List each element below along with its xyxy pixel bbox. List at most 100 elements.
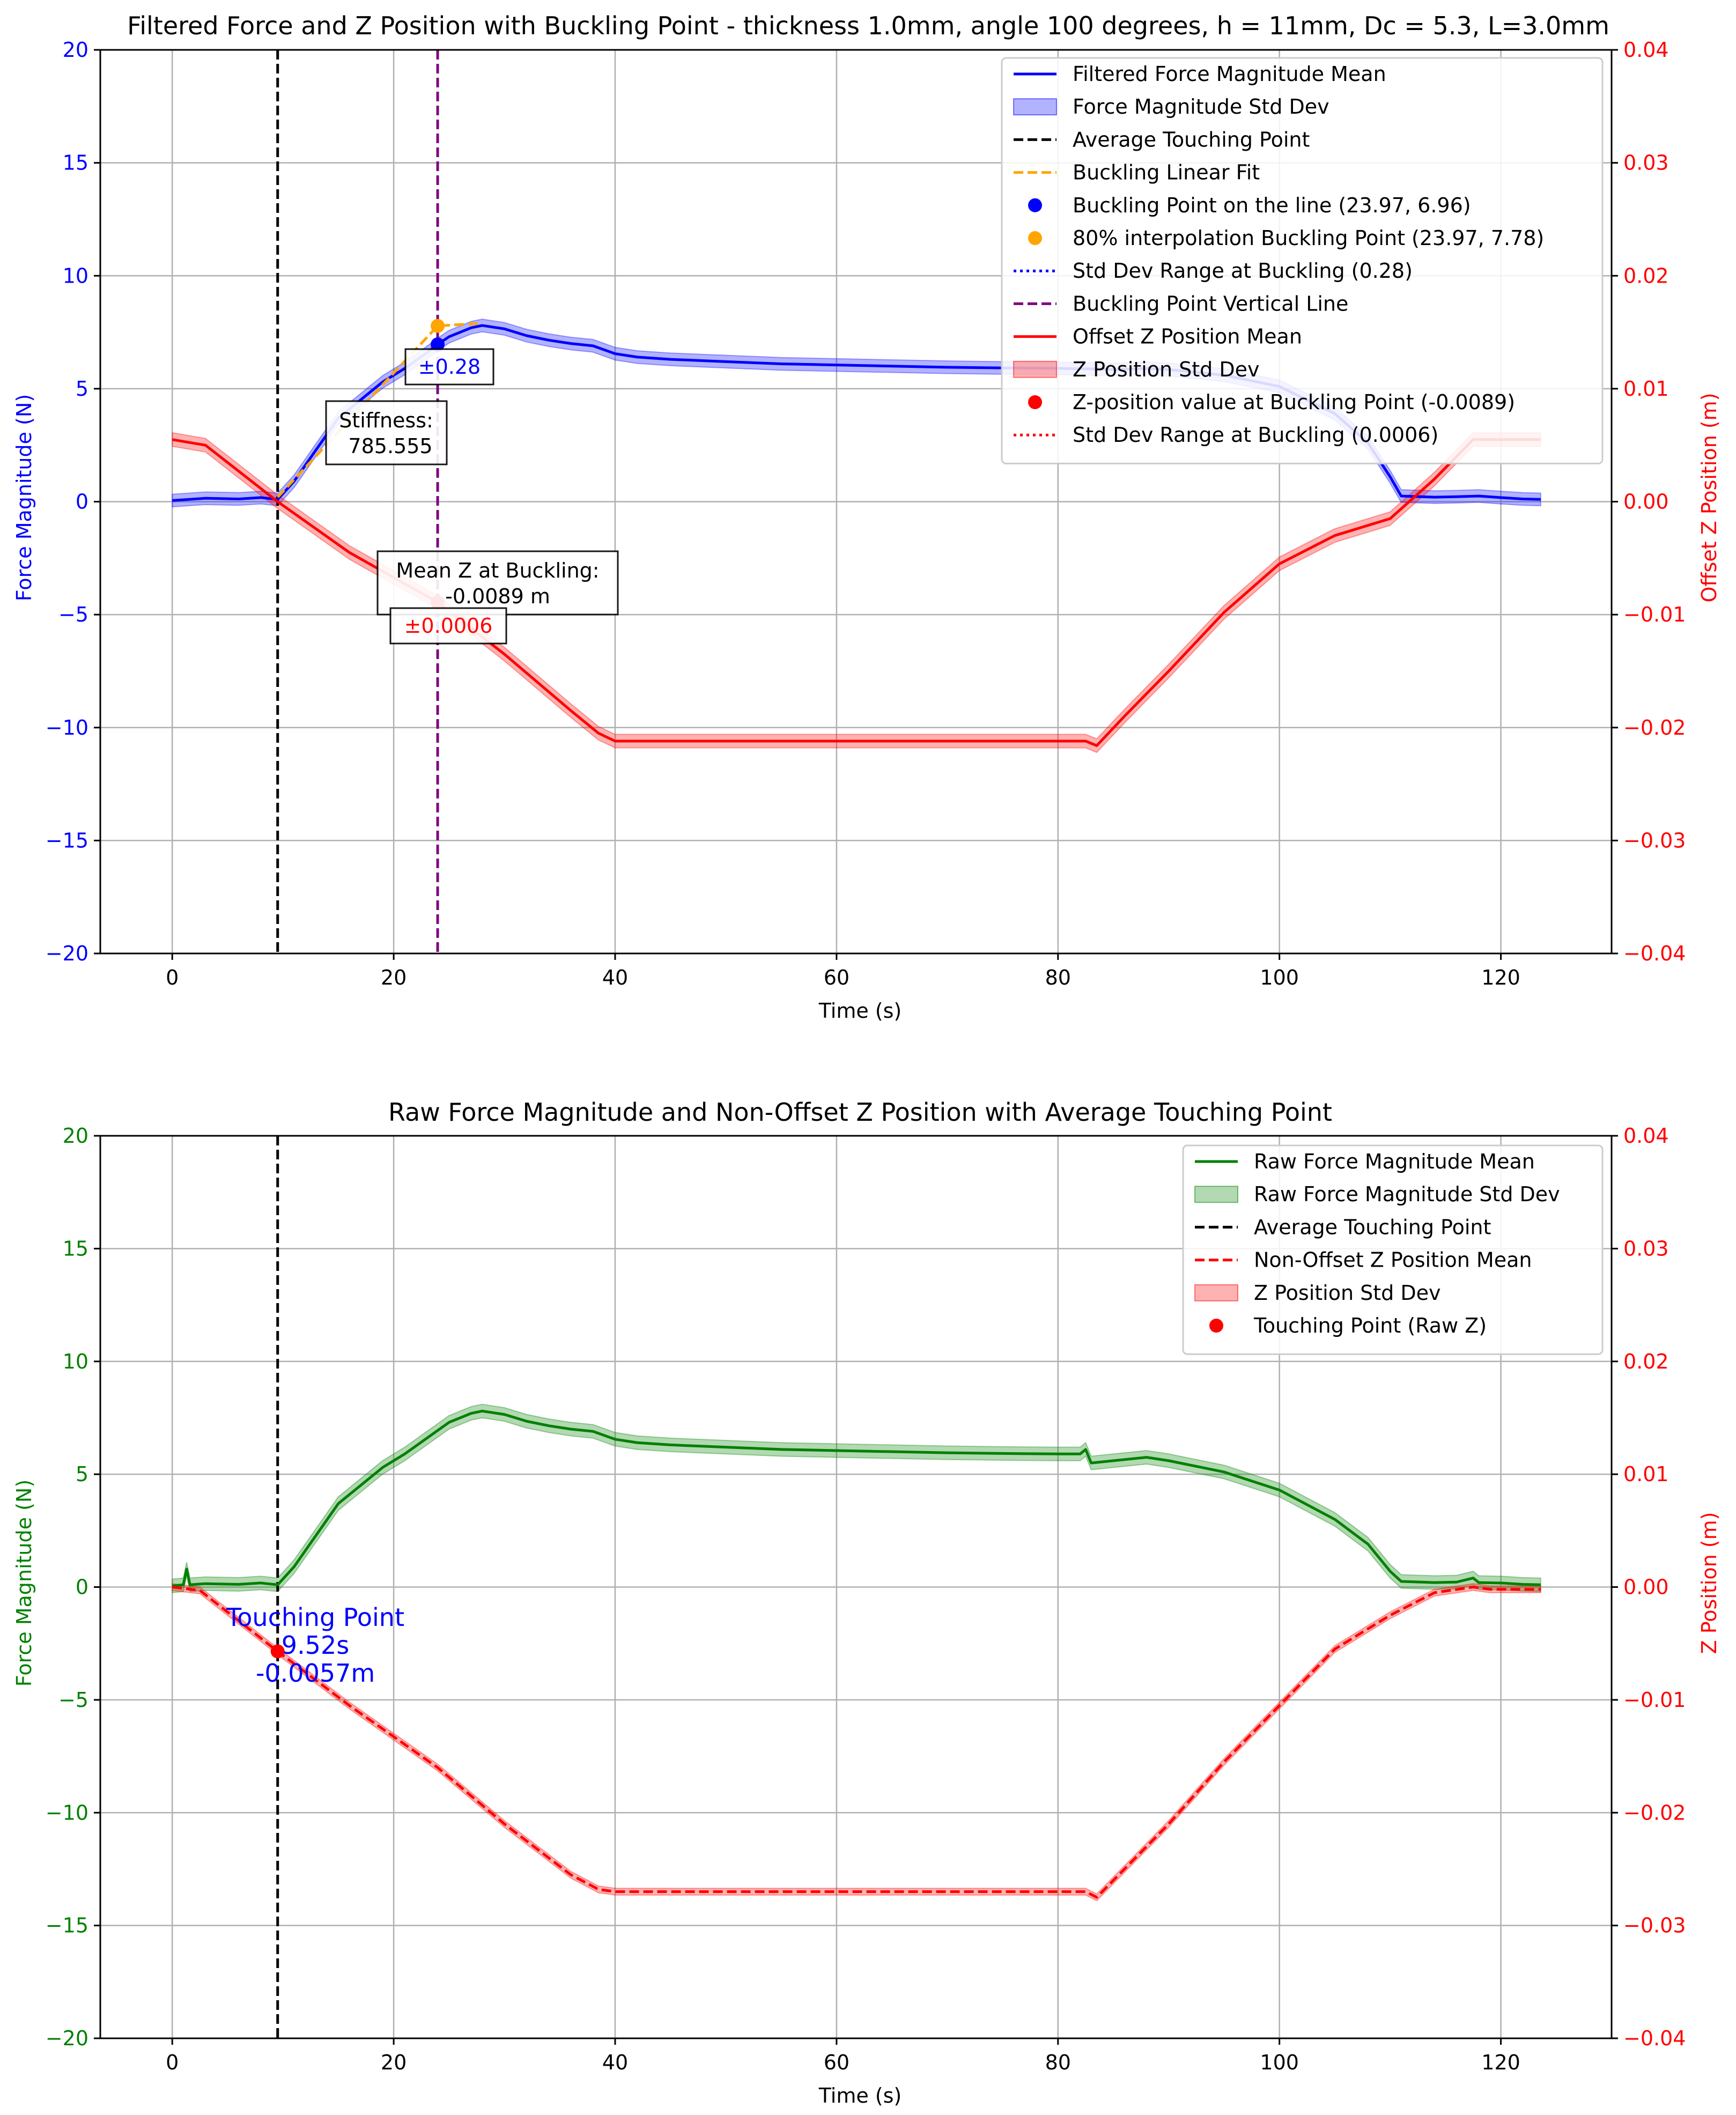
y-tick-label-left: −5 bbox=[58, 1688, 88, 1712]
y-axis-label-right: Z Position (m) bbox=[1697, 1512, 1721, 1654]
x-axis-label: Time (s) bbox=[818, 2084, 902, 2107]
plot-area: 0 20 40 60 80 100 120 −20 −15 −10 −5 0 5 10 15 20 −0.04 −… bbox=[46, 1124, 1686, 2074]
legend-label: Z Position Std Dev bbox=[1073, 358, 1260, 381]
legend-label: Average Touching Point bbox=[1073, 128, 1310, 151]
y-tick-label-right: 0.04 bbox=[1623, 1124, 1669, 1148]
legend-label: Std Dev Range at Buckling (0.28) bbox=[1073, 259, 1413, 283]
y-tick-label-right: −0.04 bbox=[1623, 942, 1686, 965]
y-tick-label-right: 0.01 bbox=[1623, 377, 1669, 401]
legend-box bbox=[1001, 57, 1604, 464]
y-tick-label-right: 0.03 bbox=[1623, 151, 1669, 175]
legend-label: Force Magnitude Std Dev bbox=[1073, 95, 1329, 119]
y-axis-label-left: Force Magnitude (N) bbox=[12, 394, 36, 601]
legend-label: Touching Point (Raw Z) bbox=[1253, 1314, 1487, 1337]
x-tick-label: 100 bbox=[1260, 2051, 1299, 2074]
legend-label: Filtered Force Magnitude Mean bbox=[1073, 62, 1386, 86]
y-tick-label-left: 10 bbox=[63, 264, 88, 287]
y-tick-label-right: 0.00 bbox=[1623, 1576, 1669, 1599]
annotation-std-z: ±0.0006 bbox=[389, 607, 507, 645]
series-band-1 bbox=[172, 1583, 1541, 1902]
legend-label: Offset Z Position Mean bbox=[1073, 325, 1302, 349]
x-axis-label: Time (s) bbox=[818, 999, 902, 1023]
legend-handle-marker bbox=[1209, 1319, 1223, 1333]
y-tick-label-right: −0.03 bbox=[1623, 1914, 1686, 1937]
annotation-mean-z: Mean Z at Buckling: -0.0089 m bbox=[376, 550, 619, 616]
legend-label: Std Dev Range at Buckling (0.0006) bbox=[1073, 423, 1438, 447]
x-tick-label: 80 bbox=[1045, 966, 1071, 989]
y-tick-label-right: 0.03 bbox=[1623, 1237, 1669, 1260]
x-tick-label: 120 bbox=[1481, 966, 1520, 989]
series-band-0 bbox=[172, 1403, 1541, 1594]
x-tick-label: 20 bbox=[381, 2051, 407, 2074]
legend-label: Buckling Linear Fit bbox=[1073, 161, 1260, 184]
annotation-std-force: ±0.28 bbox=[404, 348, 494, 386]
y-tick-label-left: 5 bbox=[76, 1462, 88, 1486]
x-tick-label: 0 bbox=[166, 966, 179, 989]
legend-label: 80% interpolation Buckling Point (23.97,… bbox=[1073, 226, 1544, 250]
legend-label: Buckling Point on the line (23.97, 6.96) bbox=[1073, 194, 1471, 217]
y-tick-label-right: −0.02 bbox=[1623, 716, 1686, 739]
y-tick-label-right: −0.01 bbox=[1623, 603, 1686, 626]
series-band-0 bbox=[172, 319, 1541, 508]
annotation-std-z-text: ±0.0006 bbox=[404, 614, 493, 638]
annotation-touch-line3: -0.0057m bbox=[256, 1659, 375, 1688]
series-line-1 bbox=[172, 1586, 1541, 1899]
x-tick-label: 0 bbox=[166, 2051, 179, 2074]
legend-label: Raw Force Magnitude Std Dev bbox=[1254, 1182, 1560, 1206]
y-tick-label-left: −10 bbox=[46, 1801, 88, 1824]
y-tick-label-right: −0.03 bbox=[1623, 829, 1686, 852]
legend-handle-marker bbox=[1028, 231, 1042, 245]
annotation-touch-line2: 9.52s bbox=[282, 1631, 349, 1660]
y-tick-label-left: 0 bbox=[76, 490, 88, 514]
y-tick-label-right: −0.04 bbox=[1623, 2027, 1686, 2050]
y-tick-label-left: 10 bbox=[63, 1350, 88, 1373]
y-tick-label-left: 20 bbox=[63, 1124, 88, 1148]
chart-title: Filtered Force and Z Position with Buckl… bbox=[127, 11, 1609, 40]
legend: Filtered Force Magnitude Mean Force Magni… bbox=[1001, 57, 1604, 464]
legend-handle-patch bbox=[1013, 360, 1057, 378]
legend-label: Buckling Point Vertical Line bbox=[1073, 292, 1348, 315]
y-tick-label-right: 0.04 bbox=[1623, 38, 1669, 62]
y-tick-label-left: 0 bbox=[76, 1576, 88, 1599]
legend: Raw Force Magnitude Mean Raw Force Magnit… bbox=[1182, 1144, 1604, 1355]
point-marker-0 bbox=[270, 1644, 285, 1659]
annotation-mean-z-title: Mean Z at Buckling: bbox=[396, 559, 599, 582]
legend-handle-marker bbox=[1028, 198, 1042, 212]
x-tick-label: 20 bbox=[381, 966, 407, 989]
x-tick-label: 120 bbox=[1481, 2051, 1520, 2074]
legend-box bbox=[1182, 1144, 1604, 1355]
y-tick-label-left: 5 bbox=[76, 377, 88, 401]
annotation-stiffness-value: 785.555 bbox=[348, 434, 432, 458]
legend-label: Non-Offset Z Position Mean bbox=[1254, 1248, 1532, 1272]
top-chart: 0 20 40 60 80 100 120 −20 −15 −10 −5 0 5 10 15 20 −0.04 −… bbox=[12, 11, 1721, 1023]
x-tick-label: 100 bbox=[1260, 966, 1299, 989]
legend-handle-patch bbox=[1194, 1284, 1238, 1301]
y-tick-label-left: −15 bbox=[46, 829, 88, 852]
point-marker-0 bbox=[431, 337, 445, 352]
y-axis-label-left: Force Magnitude (N) bbox=[12, 1480, 36, 1687]
bottom-chart: 0 20 40 60 80 100 120 −20 −15 −10 −5 0 5 10 15 20 −0.04 −… bbox=[12, 1098, 1721, 2107]
y-tick-label-left: −10 bbox=[46, 716, 88, 739]
x-tick-label: 40 bbox=[602, 966, 628, 989]
annotation-stiffness-title: Stiffness: bbox=[339, 409, 433, 432]
y-tick-label-left: −20 bbox=[46, 2027, 88, 2050]
annotation-mean-z-value: -0.0089 m bbox=[445, 585, 550, 608]
legend-label: Z-position value at Buckling Point (-0.0… bbox=[1073, 390, 1515, 414]
legend-handle-patch bbox=[1194, 1186, 1238, 1203]
y-tick-label-right: 0.01 bbox=[1623, 1462, 1669, 1486]
series-line-0 bbox=[172, 1409, 1541, 1587]
y-tick-label-right: 0.02 bbox=[1623, 1350, 1669, 1373]
y-tick-label-left: 15 bbox=[63, 151, 88, 175]
chart-title: Raw Force Magnitude and Non-Offset Z Pos… bbox=[388, 1098, 1332, 1127]
legend-label: Z Position Std Dev bbox=[1254, 1281, 1441, 1305]
y-tick-label-right: −0.02 bbox=[1623, 1801, 1686, 1824]
x-tick-label: 40 bbox=[602, 2051, 628, 2074]
x-tick-label: 60 bbox=[824, 2051, 849, 2074]
x-tick-label: 60 bbox=[824, 966, 849, 989]
y-tick-label-left: 20 bbox=[63, 38, 88, 62]
legend-label: Raw Force Magnitude Mean bbox=[1254, 1150, 1535, 1173]
y-tick-label-right: 0.00 bbox=[1623, 490, 1669, 514]
annotation-touch-line1: Touching Point bbox=[226, 1603, 404, 1632]
y-axis-label-right: Offset Z Position (m) bbox=[1697, 393, 1721, 602]
